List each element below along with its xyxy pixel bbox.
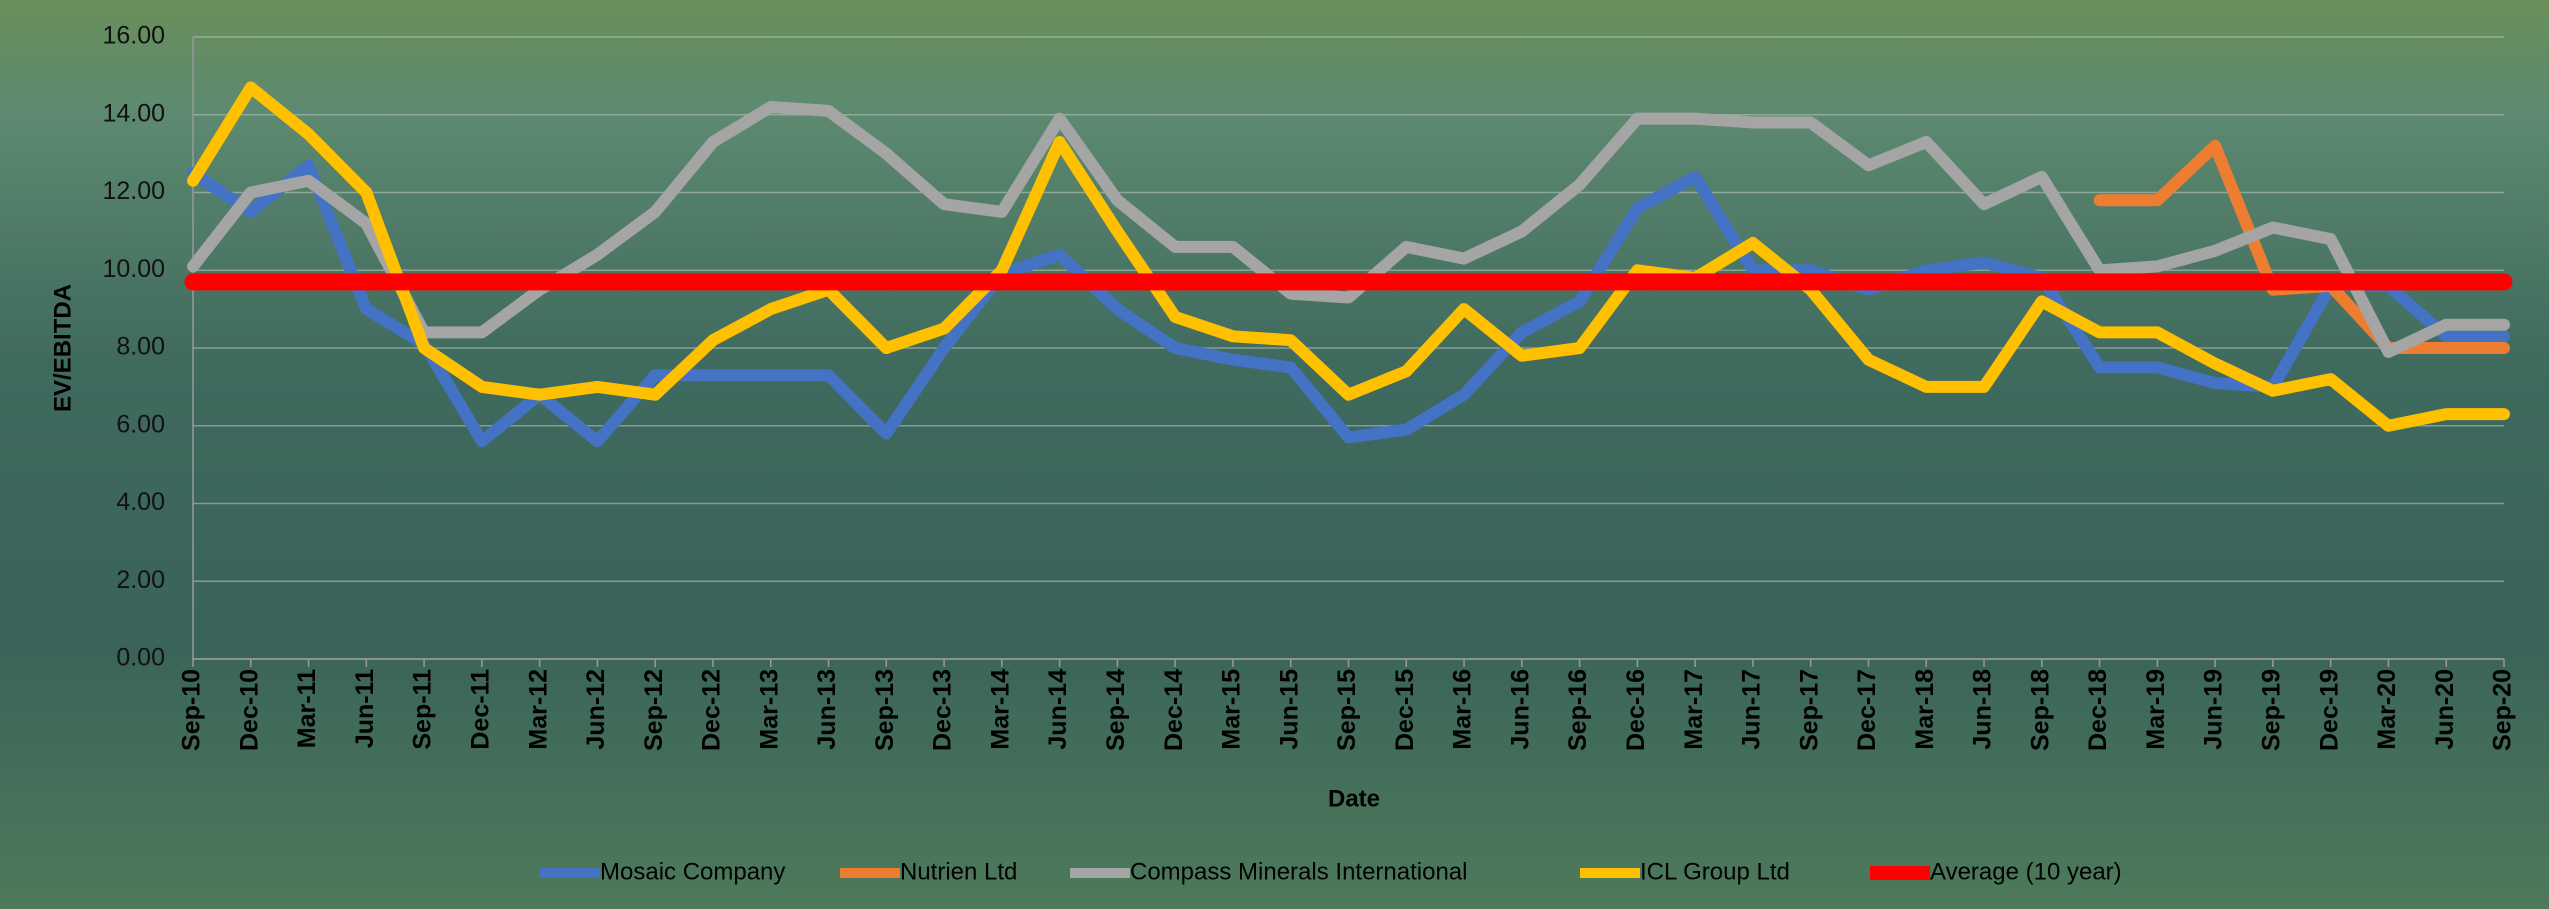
x-tick-label: Mar-11 bbox=[293, 669, 321, 748]
x-tick-label: Dec-10 bbox=[235, 669, 263, 751]
x-tick-label: Sep-13 bbox=[871, 669, 899, 751]
x-tick-label: Jun-15 bbox=[1275, 669, 1303, 750]
x-tick-label: Mar-17 bbox=[1680, 669, 1708, 750]
series-line bbox=[187, 159, 2510, 448]
x-tick-label: Mar-12 bbox=[524, 669, 552, 750]
y-tick-label: 0.00 bbox=[116, 644, 165, 672]
x-tick-label: Dec-18 bbox=[2084, 669, 2112, 751]
x-tick-label: Dec-14 bbox=[1160, 669, 1188, 751]
x-tick-label: Dec-11 bbox=[466, 669, 494, 750]
x-tick-label: Jun-16 bbox=[1506, 669, 1534, 750]
legend-label: Average (10 year) bbox=[1930, 858, 2122, 885]
x-tick-label: Jun-13 bbox=[813, 669, 841, 750]
x-tick-label: Dec-19 bbox=[2315, 669, 2343, 751]
y-axis-title: EV/EBITDA bbox=[49, 284, 76, 412]
series-line bbox=[187, 101, 2510, 358]
y-tick-label: 10.00 bbox=[102, 255, 165, 283]
x-tick-label: Dec-12 bbox=[698, 669, 726, 751]
x-tick-label: Jun-19 bbox=[2200, 669, 2228, 750]
x-tick-label: Jun-20 bbox=[2431, 669, 2459, 750]
x-tick-label: Mar-19 bbox=[2142, 669, 2170, 750]
legend-label: Compass Minerals International bbox=[1130, 858, 1468, 885]
x-tick-label: Sep-17 bbox=[1795, 669, 1823, 751]
y-tick-label: 16.00 bbox=[102, 22, 165, 50]
x-tick-label: Mar-16 bbox=[1449, 669, 1477, 750]
series-line bbox=[2093, 139, 2510, 354]
x-tick-label: Sep-12 bbox=[640, 669, 668, 751]
x-tick-label: Dec-13 bbox=[929, 669, 957, 751]
x-tick-label: Jun-18 bbox=[1969, 669, 1997, 750]
x-tick-label: Sep-14 bbox=[1102, 669, 1130, 751]
y-tick-label: 12.00 bbox=[102, 177, 165, 205]
x-tick-label: Mar-14 bbox=[986, 669, 1014, 750]
x-tick-label: Sep-11 bbox=[409, 669, 437, 750]
x-tick-label: Dec-15 bbox=[1391, 669, 1419, 751]
x-tick-label: Mar-13 bbox=[755, 669, 783, 750]
y-tick-label: 4.00 bbox=[116, 488, 165, 516]
x-tick-label: Jun-12 bbox=[582, 669, 610, 750]
x-tick-label: Sep-20 bbox=[2489, 669, 2517, 751]
legend-label: Mosaic Company bbox=[600, 858, 785, 885]
x-tick-label: Sep-19 bbox=[2258, 669, 2286, 751]
x-tick-label: Dec-17 bbox=[1853, 669, 1881, 751]
y-tick-label: 8.00 bbox=[116, 333, 165, 361]
x-tick-label: Sep-18 bbox=[2026, 669, 2054, 751]
x-axis-title: Date bbox=[1328, 785, 1380, 812]
x-tick-label: Jun-17 bbox=[1738, 669, 1766, 750]
y-tick-label: 2.00 bbox=[116, 566, 165, 594]
legend-label: ICL Group Ltd bbox=[1640, 858, 1790, 885]
legend-label: Nutrien Ltd bbox=[900, 858, 1017, 885]
x-tick-label: Dec-16 bbox=[1622, 669, 1650, 751]
series-line bbox=[187, 81, 2510, 432]
x-tick-label: Sep-10 bbox=[178, 669, 206, 751]
y-tick-label: 6.00 bbox=[116, 410, 165, 438]
x-tick-label: Sep-16 bbox=[1564, 669, 1592, 751]
y-tick-label: 14.00 bbox=[102, 99, 165, 127]
x-tick-label: Sep-15 bbox=[1333, 669, 1361, 751]
x-tick-label: Jun-14 bbox=[1044, 669, 1072, 750]
x-tick-label: Jun-11 bbox=[351, 669, 379, 748]
x-tick-label: Mar-15 bbox=[1218, 669, 1246, 750]
x-tick-label: Mar-20 bbox=[2373, 669, 2401, 750]
x-tick-label: Mar-18 bbox=[1911, 669, 1939, 750]
